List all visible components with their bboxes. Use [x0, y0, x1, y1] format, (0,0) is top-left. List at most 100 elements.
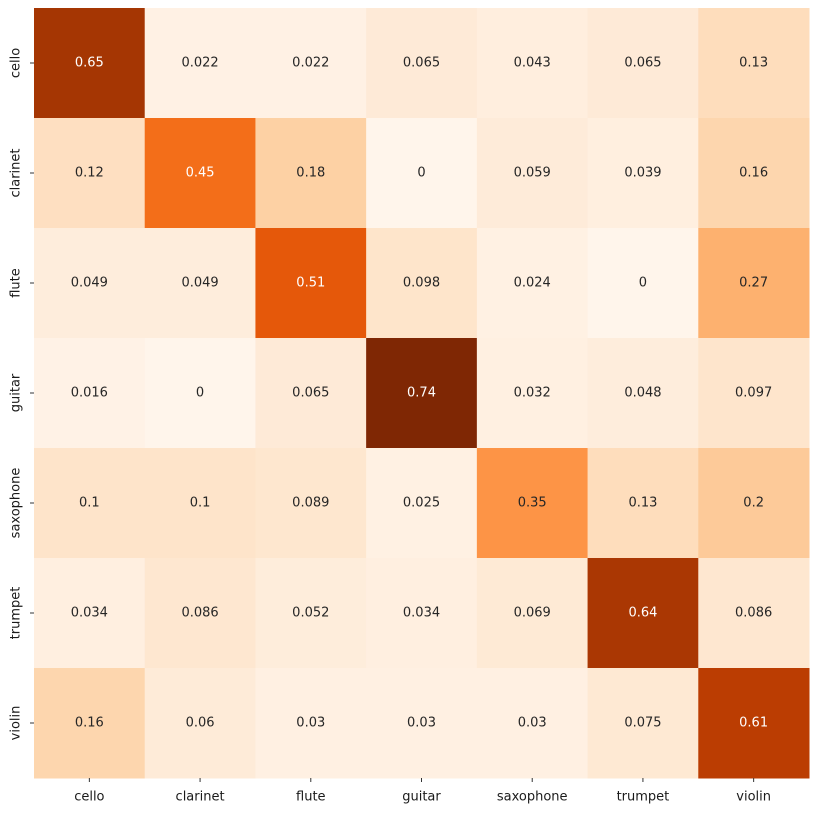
y-tick-label-trumpet: trumpet [9, 587, 24, 640]
y-tick-label-cello: cello [9, 48, 24, 78]
x-tick-label-trumpet: trumpet [617, 790, 670, 805]
heatmap-cell-clarinet-guitar [366, 118, 478, 229]
x-tick-label-violin: violin [736, 790, 771, 805]
cell-value-label-guitar-saxophone: 0.032 [514, 386, 551, 401]
heatmap-cell-clarinet-flute [255, 118, 367, 229]
x-tick-label-clarinet: clarinet [176, 790, 225, 805]
cell-value-label-violin-clarinet: 0.06 [186, 716, 215, 731]
x-tick-label-cello: cello [74, 790, 104, 805]
heatmap-cell-trumpet-clarinet [144, 558, 256, 669]
cell-value-label-flute-flute: 0.51 [296, 276, 325, 291]
heatmap-cell-trumpet-trumpet [587, 558, 699, 669]
heatmap-cell-guitar-saxophone [476, 338, 589, 449]
cell-value-label-cello-flute: 0.022 [292, 56, 329, 71]
heatmap-cell-cello-saxophone [476, 8, 589, 119]
cell-value-label-violin-cello: 0.16 [75, 716, 104, 731]
heatmap-cell-violin-clarinet [144, 668, 256, 779]
heatmap-cell-flute-violin [698, 228, 810, 339]
cell-value-label-trumpet-saxophone: 0.069 [514, 606, 551, 621]
cell-value-label-saxophone-cello: 0.1 [79, 496, 100, 511]
cell-value-label-cello-clarinet: 0.022 [181, 56, 218, 71]
heatmap-cell-guitar-guitar [366, 338, 478, 449]
cell-value-label-cello-violin: 0.13 [739, 56, 768, 71]
cell-value-label-trumpet-clarinet: 0.086 [181, 606, 218, 621]
heatmap-cell-flute-clarinet [144, 228, 256, 339]
heatmap-cell-violin-flute [255, 668, 367, 779]
cell-value-label-flute-violin: 0.27 [739, 276, 768, 291]
cell-value-label-trumpet-flute: 0.052 [292, 606, 329, 621]
x-tick-label-guitar: guitar [402, 790, 441, 805]
cell-value-label-flute-cello: 0.049 [71, 276, 108, 291]
heatmap-cell-guitar-violin [698, 338, 810, 449]
heatmap-cell-guitar-flute [255, 338, 367, 449]
cell-value-label-cello-guitar: 0.065 [403, 56, 440, 71]
heatmap-cell-saxophone-clarinet [144, 448, 256, 559]
y-tick-label-violin: violin [9, 706, 24, 741]
cell-value-label-guitar-guitar: 0.74 [407, 386, 436, 401]
y-tick-label-saxophone: saxophone [9, 468, 24, 539]
cell-value-label-guitar-violin: 0.097 [735, 386, 772, 401]
heatmap-cell-flute-cello [34, 228, 146, 339]
heatmap-cell-violin-guitar [366, 668, 478, 779]
heatmap-cell-flute-saxophone [476, 228, 589, 339]
heatmap-cell-saxophone-saxophone [476, 448, 589, 559]
heatmap-cell-cello-guitar [366, 8, 478, 119]
cell-value-label-clarinet-cello: 0.12 [75, 166, 104, 181]
cell-value-label-cello-trumpet: 0.065 [624, 56, 661, 71]
heatmap-cell-violin-trumpet [587, 668, 699, 779]
cell-value-label-saxophone-clarinet: 0.1 [190, 496, 211, 511]
x-tick-label-flute: flute [296, 790, 326, 805]
heatmap-cell-cello-violin [698, 8, 810, 119]
heatmap-cell-violin-saxophone [476, 668, 589, 779]
heatmap-cell-clarinet-cello [34, 118, 146, 229]
y-tick-label-guitar: guitar [9, 373, 24, 412]
cell-value-label-violin-flute: 0.03 [296, 716, 325, 731]
y-tick-label-flute: flute [9, 268, 24, 298]
heatmap-cell-cello-trumpet [587, 8, 699, 119]
heatmap-cell-clarinet-violin [698, 118, 810, 229]
cell-value-label-clarinet-saxophone: 0.059 [514, 166, 551, 181]
cell-value-label-flute-trumpet: 0 [639, 276, 647, 291]
heatmap-cell-violin-cello [34, 668, 146, 779]
heatmap-cell-trumpet-guitar [366, 558, 478, 669]
heatmap-cell-guitar-trumpet [587, 338, 699, 449]
heatmap-cell-guitar-clarinet [144, 338, 256, 449]
heatmap-cell-trumpet-saxophone [476, 558, 589, 669]
y-axis-ticks: cello clarinet flute guitar saxophone trumpet… [9, 48, 34, 741]
cell-value-label-trumpet-cello: 0.034 [71, 606, 108, 621]
cell-value-label-saxophone-violin: 0.2 [743, 496, 764, 511]
cell-value-label-saxophone-flute: 0.089 [292, 496, 329, 511]
heatmap-cell-flute-guitar [366, 228, 478, 339]
cell-value-label-cello-saxophone: 0.043 [514, 56, 551, 71]
cell-value-label-clarinet-violin: 0.16 [739, 166, 768, 181]
cell-value-label-clarinet-clarinet: 0.45 [186, 166, 215, 181]
cell-value-label-clarinet-trumpet: 0.039 [624, 166, 661, 181]
cell-value-label-trumpet-trumpet: 0.64 [628, 606, 657, 621]
heatmap-cell-saxophone-flute [255, 448, 367, 559]
y-tick-label-clarinet: clarinet [9, 148, 24, 197]
cell-value-label-clarinet-flute: 0.18 [296, 166, 325, 181]
cell-value-label-guitar-flute: 0.065 [292, 386, 329, 401]
heatmap-cell-saxophone-cello [34, 448, 146, 559]
cell-value-label-trumpet-guitar: 0.034 [403, 606, 440, 621]
heatmap-cell-flute-trumpet [587, 228, 699, 339]
heatmap-cell-clarinet-trumpet [587, 118, 699, 229]
cell-value-label-violin-trumpet: 0.075 [624, 716, 661, 731]
cell-value-label-violin-saxophone: 0.03 [518, 716, 547, 731]
x-axis-ticks: cello clarinet flute guitar saxophone trumpet… [74, 778, 771, 805]
cell-value-label-saxophone-trumpet: 0.13 [628, 496, 657, 511]
heatmap-cell-violin-violin [698, 668, 810, 779]
cell-value-label-cello-cello: 0.65 [75, 56, 104, 71]
heatmap-cell-guitar-cello [34, 338, 146, 449]
heatmap-cell-clarinet-saxophone [476, 118, 589, 229]
cell-value-label-violin-guitar: 0.03 [407, 716, 436, 731]
cell-value-label-saxophone-guitar: 0.025 [403, 496, 440, 511]
heatmap-cell-trumpet-flute [255, 558, 367, 669]
heatmap-cell-cello-flute [255, 8, 367, 119]
heatmap-cell-saxophone-guitar [366, 448, 478, 559]
cell-value-label-violin-violin: 0.61 [739, 716, 768, 731]
heatmap-cell-saxophone-violin [698, 448, 810, 559]
heatmap-cell-trumpet-cello [34, 558, 146, 669]
